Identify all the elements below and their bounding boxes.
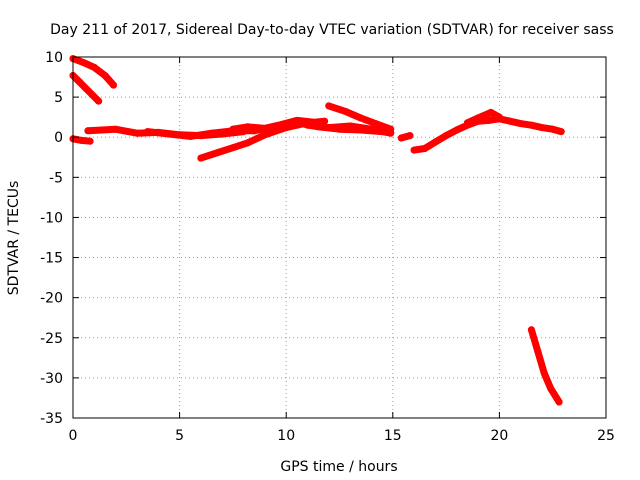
data-point — [82, 84, 90, 92]
data-point — [112, 125, 120, 133]
data-point — [357, 114, 365, 122]
data-point — [78, 136, 85, 144]
data-point — [549, 125, 557, 133]
x-tick-label: 25 — [597, 428, 615, 444]
data-point — [540, 369, 548, 377]
data-point — [75, 78, 83, 86]
data-point — [406, 132, 414, 140]
data-point — [278, 120, 286, 128]
data-point — [244, 139, 252, 147]
data-point — [197, 154, 205, 162]
y-tick-label: -15 — [40, 251, 63, 267]
data-point — [346, 122, 354, 130]
data-point — [144, 128, 152, 136]
data-point — [463, 119, 471, 127]
data-point — [86, 137, 94, 145]
data-point — [133, 129, 141, 137]
y-tick-label: -10 — [40, 210, 63, 226]
y-tick-label: -25 — [40, 331, 63, 347]
data-point — [372, 120, 380, 128]
data-point — [421, 145, 429, 152]
x-tick-label: 10 — [277, 428, 295, 444]
data-point — [527, 121, 535, 129]
data-point — [453, 126, 461, 134]
data-point — [557, 128, 565, 136]
data-point — [229, 125, 237, 133]
y-tick-label: -30 — [40, 371, 63, 387]
data-point — [547, 384, 555, 392]
data-point — [165, 130, 173, 138]
data-point — [229, 144, 237, 152]
plot-frame — [72, 56, 607, 419]
x-tick-label: 15 — [384, 428, 402, 444]
data-point — [325, 124, 333, 132]
series-arc-12 — [463, 108, 503, 127]
y-tick-label: 5 — [54, 90, 63, 106]
y-tick-label: 0 — [54, 130, 63, 146]
x-axis-label: GPS time / hours — [280, 459, 397, 475]
data-point — [110, 81, 117, 89]
data-point — [84, 127, 92, 135]
data-point — [397, 134, 405, 142]
grid-lines — [73, 57, 606, 418]
data-point — [90, 63, 98, 71]
axis-ticks — [72, 56, 607, 419]
data-point — [442, 132, 450, 140]
data-point — [431, 138, 439, 146]
data-point — [304, 121, 311, 129]
data-point — [517, 120, 525, 128]
data-point — [261, 124, 269, 132]
data-point — [534, 347, 542, 355]
y-tick-label: -35 — [40, 411, 63, 427]
data-point — [95, 97, 103, 105]
x-tick-label: 0 — [69, 428, 78, 444]
data-point — [342, 108, 350, 116]
x-tick-label: 20 — [490, 428, 508, 444]
y-tick-label: -5 — [49, 170, 63, 186]
data-point — [80, 59, 88, 67]
data-point — [261, 131, 269, 139]
x-tick-labels: 0 5 10 15 20 25 — [69, 428, 615, 444]
data-point — [527, 326, 535, 334]
data-point — [487, 108, 495, 116]
data-point — [186, 132, 194, 140]
data-point — [88, 91, 96, 99]
data-point — [538, 124, 546, 132]
data-point — [495, 113, 503, 121]
data-point — [387, 128, 395, 136]
y-axis-label: SDTVAR / TECUs — [6, 181, 22, 296]
data-point — [485, 116, 493, 124]
data-point — [214, 149, 222, 156]
y-tick-label: -20 — [40, 291, 63, 307]
data-point — [506, 117, 514, 125]
y-tick-labels: 10 5 0 -5 -10 -15 -20 -25 -30 -35 — [40, 50, 63, 427]
data-point — [325, 102, 333, 110]
y-tick-label: 10 — [45, 50, 63, 66]
data-point — [555, 398, 563, 406]
data-point — [474, 114, 482, 122]
data-point — [101, 72, 109, 79]
data-point — [368, 125, 375, 133]
x-tick-label: 5 — [175, 428, 184, 444]
chart-title: Day 211 of 2017, Sidereal Day-to-day VTE… — [50, 22, 614, 38]
data-point — [293, 116, 301, 124]
data-point — [321, 117, 329, 125]
data-point — [244, 123, 252, 131]
data-point — [410, 146, 418, 154]
data-point — [208, 129, 216, 137]
